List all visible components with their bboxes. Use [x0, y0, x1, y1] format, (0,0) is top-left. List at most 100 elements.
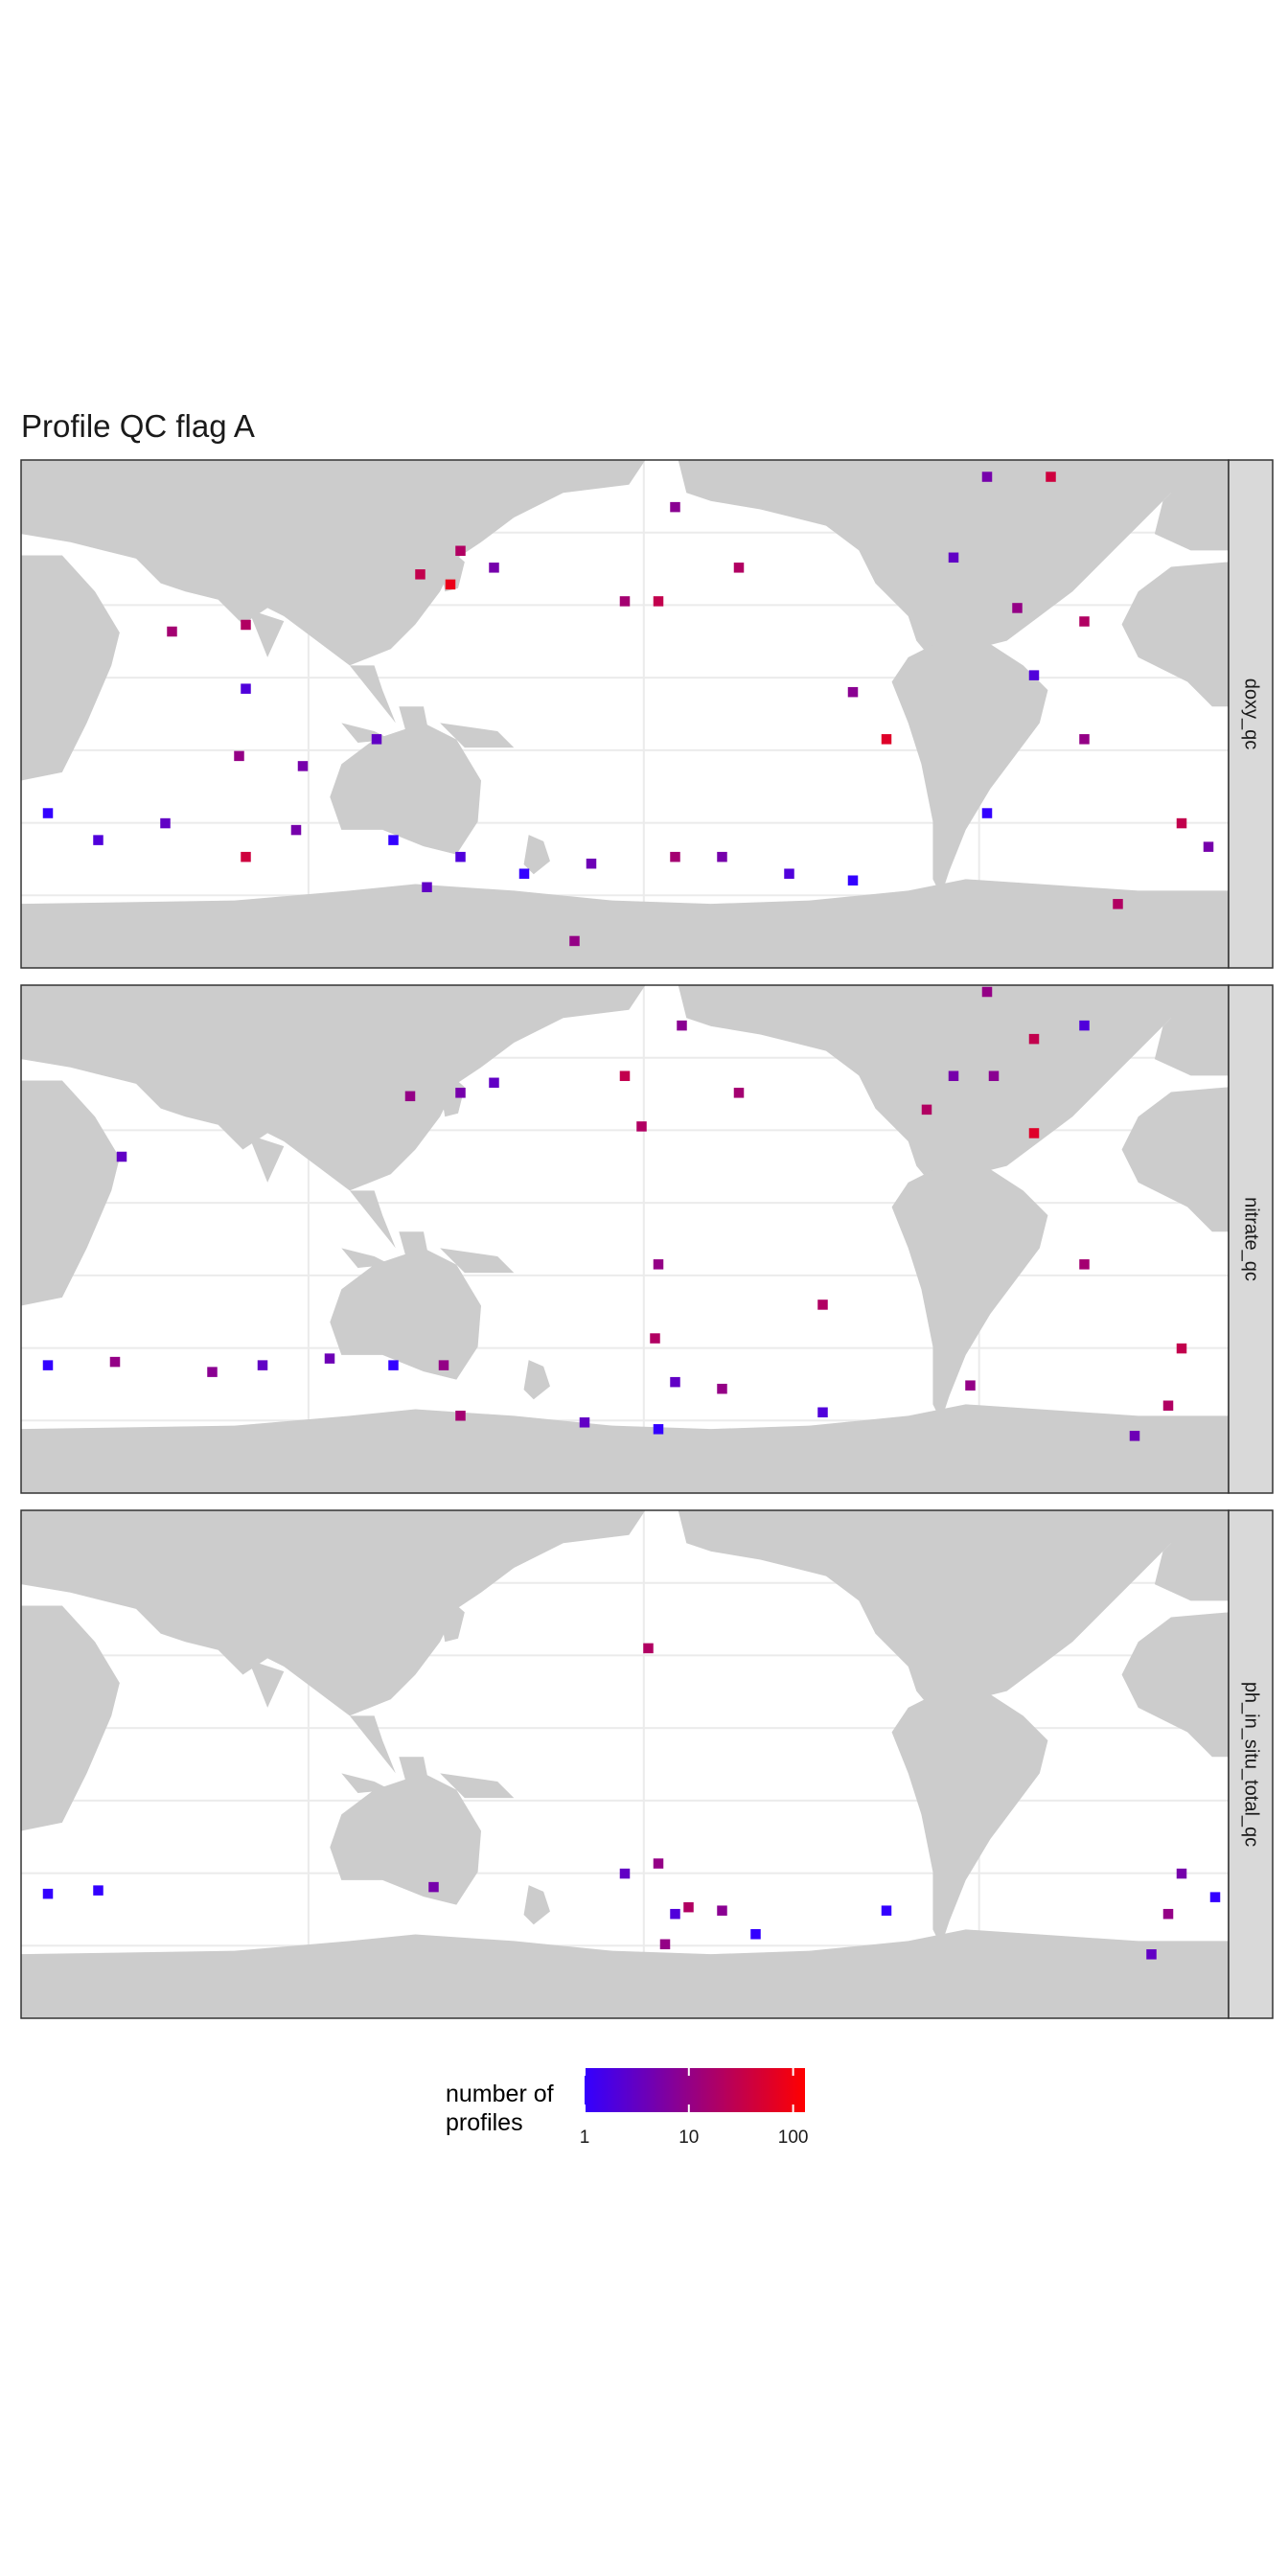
- profile-cell: [1028, 670, 1040, 680]
- profile-cell: [1162, 1400, 1174, 1411]
- map-panel: ph_in_situ_total_qc: [20, 1509, 1274, 2019]
- profile-cell: [438, 1360, 449, 1370]
- profile-cell: [653, 1259, 664, 1270]
- chart-title: Profile QC flag A: [21, 408, 255, 444]
- facet-label: doxy_qc: [1241, 678, 1262, 750]
- profile-cell: [653, 596, 664, 607]
- profile-cell: [586, 858, 597, 869]
- profile-cell: [518, 868, 530, 879]
- profile-cell: [234, 750, 244, 762]
- profile-cell: [489, 563, 499, 573]
- facet-label: ph_in_situ_total_qc: [1241, 1682, 1262, 1847]
- profile-cell: [1079, 734, 1090, 745]
- profile-cell: [109, 1356, 121, 1368]
- legend-title: number of profiles: [446, 2081, 554, 2136]
- profile-cell: [653, 1424, 664, 1435]
- profile-cell: [1176, 817, 1187, 829]
- profile-cell: [579, 1417, 590, 1428]
- profile-cell: [981, 808, 993, 818]
- profile-cell: [670, 501, 680, 513]
- profile-cell: [683, 1901, 694, 1913]
- facet-strip: [1228, 984, 1274, 1494]
- profile-cell: [1129, 1431, 1140, 1441]
- profile-cell: [241, 683, 251, 694]
- profile-cell: [921, 1104, 932, 1116]
- profile-cell: [733, 1088, 745, 1098]
- profile-cell: [643, 1643, 654, 1654]
- profile-cell: [1079, 616, 1090, 627]
- map-panel: doxy_qc: [20, 459, 1274, 969]
- profile-cell: [619, 596, 631, 607]
- profile-cell: [670, 1908, 680, 1920]
- profile-cell: [42, 808, 54, 818]
- profile-cell: [1203, 841, 1214, 852]
- profile-cell: [948, 552, 959, 564]
- profile-cell: [717, 851, 727, 862]
- profile-cell: [948, 1070, 959, 1082]
- profile-cell: [160, 817, 171, 829]
- profile-cell: [297, 761, 309, 771]
- profile-cell: [965, 1380, 976, 1391]
- profile-cell: [750, 1929, 761, 1940]
- profile-cell: [784, 868, 794, 879]
- profile-cell: [1176, 1343, 1187, 1354]
- profile-cell: [371, 734, 382, 745]
- profile-cell: [455, 1088, 466, 1098]
- profile-cell: [116, 1151, 127, 1162]
- profile-cell: [817, 1407, 828, 1418]
- profile-cell: [881, 734, 892, 745]
- profile-cell: [1046, 472, 1056, 482]
- profile-cell: [981, 472, 993, 482]
- colorbar-tick-label: 1: [580, 2128, 590, 2148]
- colorbar: [585, 2068, 805, 2112]
- profile-cell: [1176, 1868, 1187, 1879]
- profile-cell: [1012, 603, 1023, 613]
- profile-cell: [93, 835, 104, 845]
- profile-cell: [1113, 899, 1123, 909]
- profile-cell: [257, 1360, 268, 1370]
- profile-cell: [42, 1888, 54, 1899]
- profile-cell: [619, 1868, 631, 1879]
- profile-cell: [388, 1360, 399, 1370]
- profile-cell: [455, 851, 466, 862]
- profile-cell: [817, 1300, 828, 1310]
- profile-cell: [636, 1121, 647, 1132]
- profile-cell: [650, 1333, 660, 1344]
- profile-cell: [1028, 1033, 1040, 1045]
- profile-cell: [404, 1091, 416, 1102]
- profile-cell: [455, 545, 466, 557]
- profile-cell: [241, 851, 251, 862]
- profile-cell: [981, 986, 993, 998]
- profile-cell: [881, 1905, 892, 1916]
- facet-label: nitrate_qc: [1241, 1197, 1262, 1281]
- profile-cell: [659, 1939, 671, 1950]
- profile-cell: [42, 1360, 54, 1370]
- profile-cell: [619, 1070, 631, 1082]
- profile-cell: [717, 1383, 727, 1394]
- profile-cell: [670, 851, 680, 862]
- profile-cell: [1209, 1892, 1221, 1902]
- profile-cell: [733, 563, 745, 573]
- profile-cell: [388, 835, 399, 845]
- profile-cell: [1162, 1908, 1174, 1920]
- profile-cell: [1079, 1259, 1090, 1270]
- colorbar-tick-label: 10: [678, 2128, 699, 2148]
- profile-cell: [489, 1077, 499, 1089]
- profile-cell: [445, 579, 456, 590]
- profile-cell: [653, 1858, 664, 1869]
- profile-cell: [290, 824, 302, 836]
- facet-strip: [1228, 459, 1274, 969]
- profile-cell: [422, 882, 432, 893]
- profile-cell: [455, 1411, 466, 1421]
- profile-cell: [988, 1070, 1000, 1082]
- map-panel: nitrate_qc: [20, 984, 1274, 1494]
- profile-cell: [415, 569, 426, 580]
- profile-cell: [1146, 1949, 1157, 1960]
- profile-cell: [1079, 1020, 1090, 1031]
- profile-cell: [93, 1885, 104, 1896]
- profile-cell: [241, 619, 251, 631]
- profile-cell: [847, 875, 859, 886]
- profile-cell: [1028, 1128, 1040, 1138]
